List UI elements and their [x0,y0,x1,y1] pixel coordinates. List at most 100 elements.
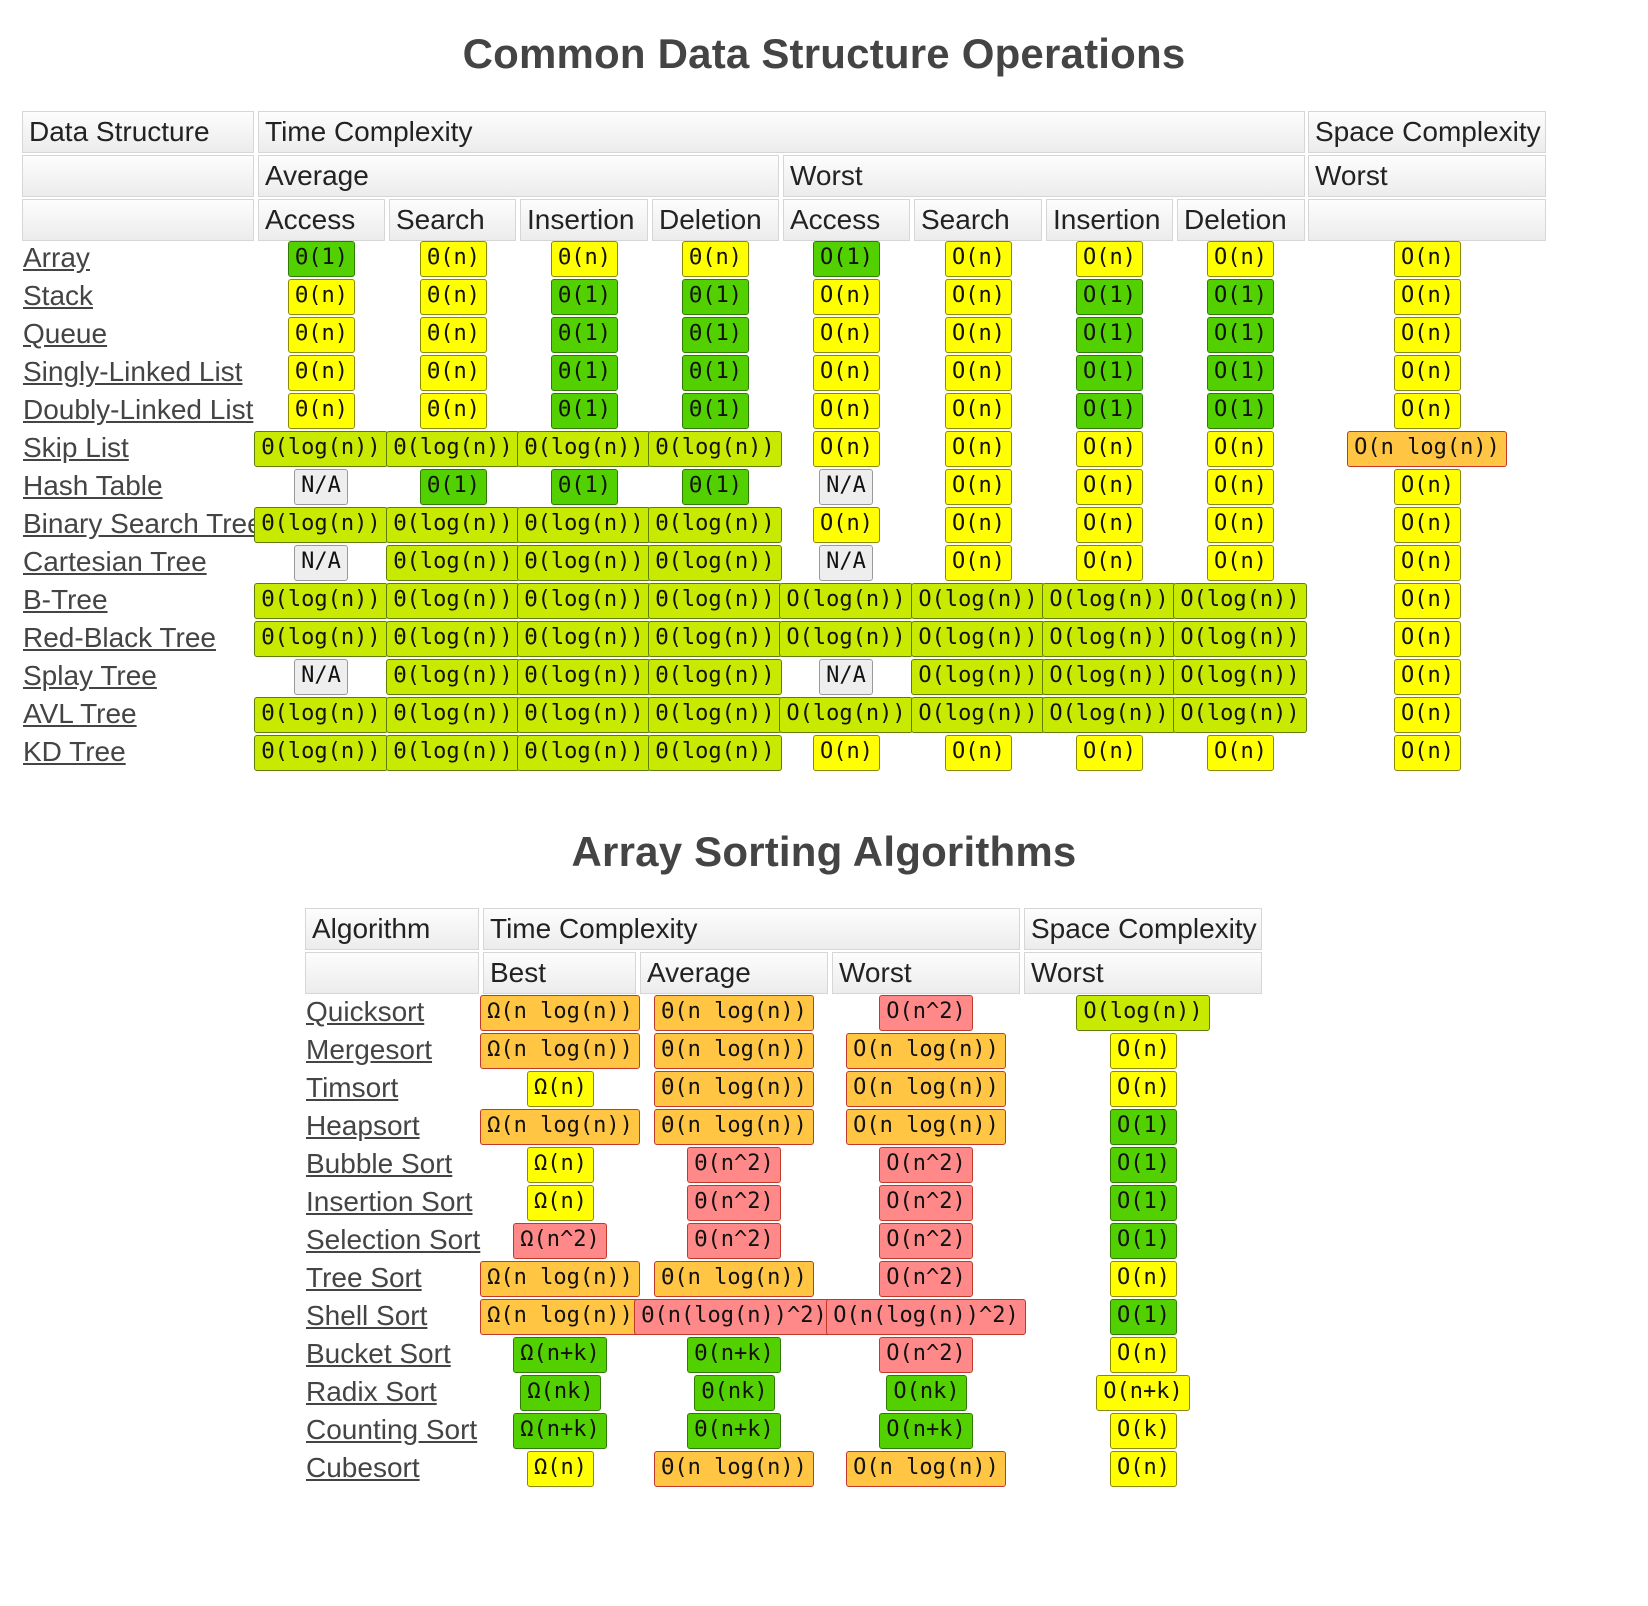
sort-link-shell-sort[interactable]: Shell Sort [306,1300,428,1331]
sort-complexity-badge: Ω(n+k) [513,1413,607,1449]
ds-complexity-badge: Θ(log(n)) [517,583,651,619]
ds-link-hash-table[interactable]: Hash Table [23,470,163,501]
ds-link-red-black-tree[interactable]: Red-Black Tree [23,622,216,653]
ds-header-average: Average [258,155,779,197]
ds-complexity-badge: Θ(1) [682,469,749,505]
ds-complexity-badge: Θ(log(n)) [517,545,651,581]
ds-complexity-badge: Θ(1) [551,393,618,429]
ds-complexity-badge: O(n) [945,393,1012,429]
sort-link-selection-sort[interactable]: Selection Sort [306,1224,481,1255]
ds-complexity-badge: O(n) [1394,697,1461,733]
ds-link-singly-linked-list[interactable]: Singly-Linked List [23,356,243,387]
ds-complexity-badge: Θ(log(n)) [386,545,520,581]
ds-complexity-badge: Θ(log(n)) [648,545,782,581]
ds-complexity-badge: Θ(n) [551,241,618,277]
ds-link-queue[interactable]: Queue [23,318,108,349]
ds-complexity-badge: Θ(log(n)) [386,697,520,733]
sort-complexity-badge: Ω(n^2) [513,1223,607,1259]
ds-complexity-badge: O(log(n)) [1173,697,1307,733]
ds-complexity-badge: O(1) [1207,355,1274,391]
ds-complexity-badge: Θ(n) [288,317,355,353]
sort-link-bubble-sort[interactable]: Bubble Sort [306,1148,453,1179]
sort-complexity-badge: O(n) [1110,1451,1177,1487]
sort-row: Counting Sort Ω(n+k) Θ(n+k) O(n+k) O(k) [0,1413,1648,1449]
ds-complexity-badge: Θ(log(n)) [386,659,520,695]
ds-link-doubly-linked-list[interactable]: Doubly-Linked List [23,394,254,425]
ds-complexity-badge: O(n) [1207,545,1274,581]
ds-link-array[interactable]: Array [23,242,90,273]
ds-link-binary-search-tree[interactable]: Binary Search Tree [23,508,263,539]
ds-row: Binary Search Tree Θ(log(n)) Θ(log(n)) Θ(lo… [0,507,1648,543]
sort-complexity-badge: O(1) [1110,1147,1177,1183]
sort-link-mergesort[interactable]: Mergesort [306,1034,433,1065]
sort-link-cubesort[interactable]: Cubesort [306,1452,420,1483]
sort-link-tree-sort[interactable]: Tree Sort [306,1262,422,1293]
ds-complexity-badge: O(log(n)) [1042,697,1176,733]
ds-link-splay-tree[interactable]: Splay Tree [23,660,157,691]
ds-complexity-badge: Θ(n) [682,241,749,277]
ds-complexity-badge: O(1) [1076,279,1143,315]
ds-complexity-badge: Θ(n) [420,317,487,353]
ds-header-data-structure: Data Structure [22,111,254,153]
ds-complexity-badge: O(log(n)) [1042,583,1176,619]
sort-header-worst: Worst [832,952,1020,994]
ds-link-skip-list[interactable]: Skip List [23,432,129,463]
ds-complexity-badge: O(n) [945,431,1012,467]
sort-complexity-badge: O(n log(n)) [846,1109,1006,1145]
ds-row: Skip List Θ(log(n)) Θ(log(n)) Θ(log(n)) Θ(lo… [0,431,1648,467]
ds-link-stack[interactable]: Stack [23,280,94,311]
ds-header-space-complexity: Space Complexity [1308,111,1546,153]
ds-header-avg-deletion: Deletion [652,199,779,241]
sort-header-space-complexity: Space Complexity [1024,908,1262,950]
ds-header-worst-access: Access [783,199,910,241]
sort-complexity-badge: Θ(n log(n)) [654,1261,814,1297]
sort-header-algorithm: Algorithm [305,908,479,950]
ds-complexity-badge: O(1) [1207,317,1274,353]
ds-complexity-badge: O(n) [1207,469,1274,505]
ds-complexity-badge: O(n) [945,355,1012,391]
ds-complexity-badge: O(log(n)) [1173,659,1307,695]
sort-link-heapsort[interactable]: Heapsort [306,1110,420,1141]
ds-complexity-badge: Θ(log(n)) [517,431,651,467]
ds-complexity-badge: Θ(1) [551,317,618,353]
ds-complexity-badge: O(n) [813,735,880,771]
ds-complexity-badge: Θ(log(n)) [648,583,782,619]
ds-link-b-tree[interactable]: B-Tree [23,584,108,615]
ds-complexity-badge: Θ(log(n)) [517,697,651,733]
sort-row: Shell Sort Ω(n log(n)) Θ(n(log(n))^2) O(n(l… [0,1299,1648,1335]
sort-link-counting-sort[interactable]: Counting Sort [306,1414,478,1445]
ds-link-kd-tree[interactable]: KD Tree [23,736,126,767]
sort-complexity-badge: Θ(n+k) [687,1413,781,1449]
ds-complexity-badge: O(log(n)) [779,697,913,733]
ds-complexity-badge: Θ(n) [420,355,487,391]
sort-link-timsort[interactable]: Timsort [306,1072,399,1103]
sort-complexity-badge: Θ(n^2) [687,1185,781,1221]
ds-complexity-badge: O(n) [1076,469,1143,505]
ds-complexity-badge: O(log(n)) [1042,621,1176,657]
ds-complexity-badge: N/A [294,469,348,505]
sort-complexity-badge: O(1) [1110,1299,1177,1335]
sort-link-quicksort[interactable]: Quicksort [306,996,425,1027]
ds-row: Array Θ(1) Θ(n) Θ(n) Θ(n) O(1) O(n) O(n) O(n) O(n… [0,241,1648,277]
ds-link-avl-tree[interactable]: AVL Tree [23,698,137,729]
sort-link-insertion-sort[interactable]: Insertion Sort [306,1186,473,1217]
ds-complexity-badge: O(n) [1394,317,1461,353]
ds-complexity-badge: Θ(log(n)) [648,507,782,543]
ds-row: AVL Tree Θ(log(n)) Θ(log(n)) Θ(log(n)) Θ(log… [0,697,1648,733]
sort-complexity-badge: O(1) [1110,1185,1177,1221]
ds-complexity-badge: Θ(log(n)) [386,621,520,657]
ds-complexity-badge: O(log(n)) [1042,659,1176,695]
ds-link-cartesian-tree[interactable]: Cartesian Tree [23,546,207,577]
ds-complexity-badge: O(log(n)) [779,583,913,619]
sort-link-radix-sort[interactable]: Radix Sort [306,1376,437,1407]
ds-complexity-badge: O(n) [813,279,880,315]
ds-complexity-badge: O(n) [1207,241,1274,277]
ds-complexity-badge: Θ(log(n)) [254,697,388,733]
sort-complexity-badge: O(1) [1110,1109,1177,1145]
sort-row: Bubble Sort Ω(n) Θ(n^2) O(n^2) O(1) [0,1147,1648,1183]
ds-complexity-badge: Θ(log(n)) [254,621,388,657]
ds-row: Doubly-Linked List Θ(n) Θ(n) Θ(1) Θ(1) O(n) O(… [0,393,1648,429]
sort-link-bucket-sort[interactable]: Bucket Sort [306,1338,451,1369]
ds-header-blank [22,199,254,241]
sort-complexity-badge: O(n log(n)) [846,1033,1006,1069]
